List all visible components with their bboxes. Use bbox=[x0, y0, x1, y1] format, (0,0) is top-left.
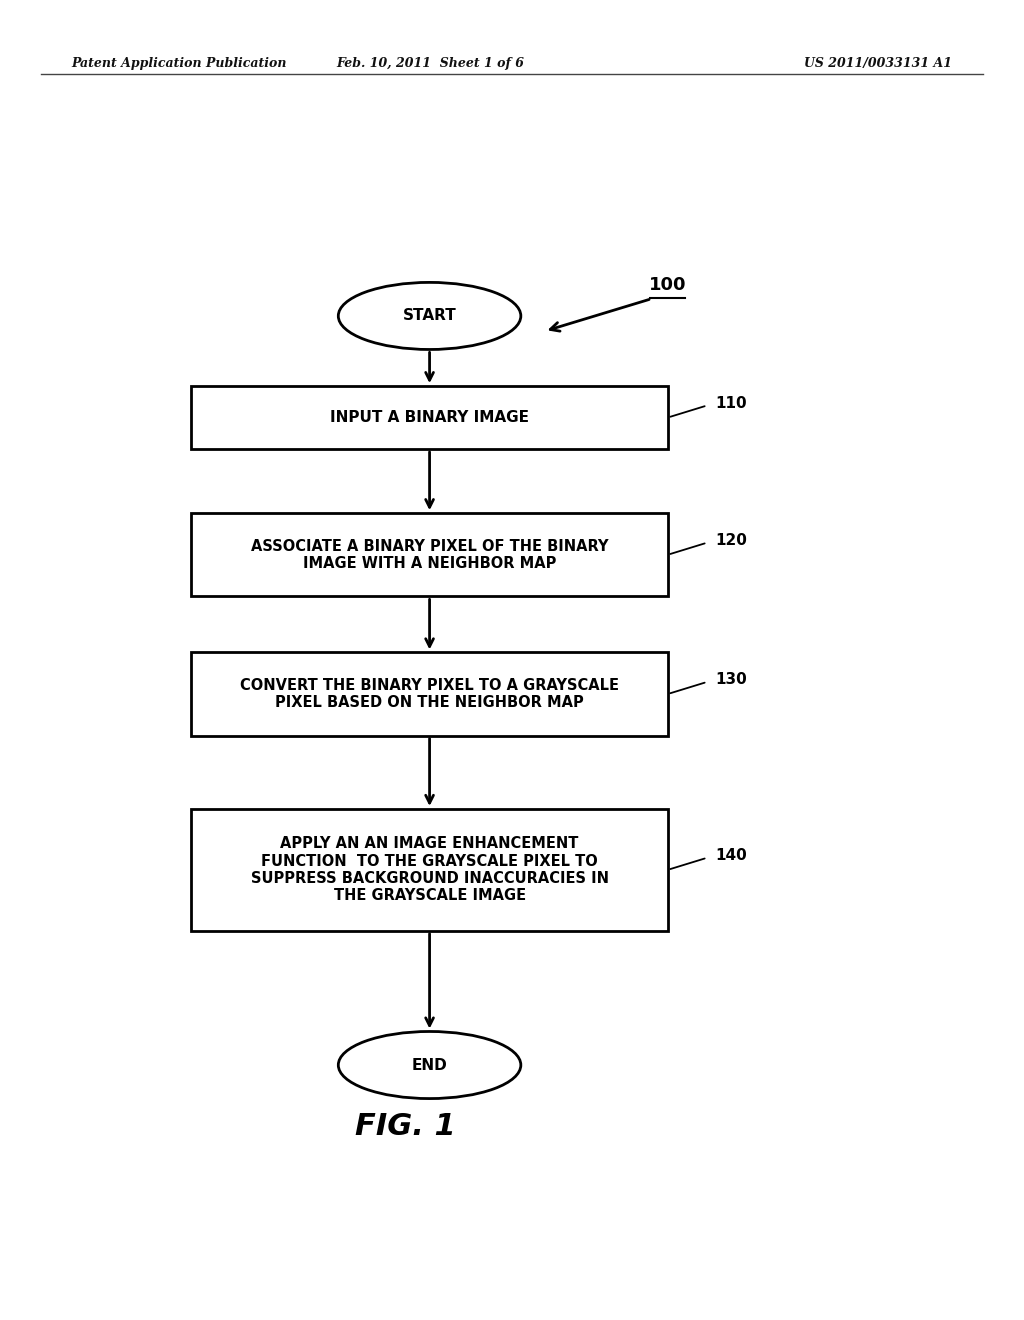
Text: END: END bbox=[412, 1057, 447, 1073]
Bar bbox=[191, 513, 668, 597]
Text: 100: 100 bbox=[649, 276, 686, 294]
Bar bbox=[191, 809, 668, 931]
Text: 120: 120 bbox=[715, 533, 748, 548]
Text: Feb. 10, 2011  Sheet 1 of 6: Feb. 10, 2011 Sheet 1 of 6 bbox=[336, 57, 524, 70]
Bar bbox=[191, 385, 668, 449]
Text: FIG. 1: FIG. 1 bbox=[355, 1111, 456, 1140]
Text: US 2011/0033131 A1: US 2011/0033131 A1 bbox=[804, 57, 952, 70]
Text: 140: 140 bbox=[715, 849, 748, 863]
Text: ASSOCIATE A BINARY PIXEL OF THE BINARY
IMAGE WITH A NEIGHBOR MAP: ASSOCIATE A BINARY PIXEL OF THE BINARY I… bbox=[251, 539, 608, 572]
Text: APPLY AN AN IMAGE ENHANCEMENT
FUNCTION  TO THE GRAYSCALE PIXEL TO
SUPPRESS BACKG: APPLY AN AN IMAGE ENHANCEMENT FUNCTION T… bbox=[251, 837, 608, 903]
Text: START: START bbox=[402, 309, 457, 323]
Text: INPUT A BINARY IMAGE: INPUT A BINARY IMAGE bbox=[330, 411, 529, 425]
Text: CONVERT THE BINARY PIXEL TO A GRAYSCALE
PIXEL BASED ON THE NEIGHBOR MAP: CONVERT THE BINARY PIXEL TO A GRAYSCALE … bbox=[240, 678, 620, 710]
Text: Patent Application Publication: Patent Application Publication bbox=[72, 57, 287, 70]
Bar bbox=[191, 652, 668, 735]
Text: 110: 110 bbox=[715, 396, 746, 411]
Text: 130: 130 bbox=[715, 672, 748, 688]
